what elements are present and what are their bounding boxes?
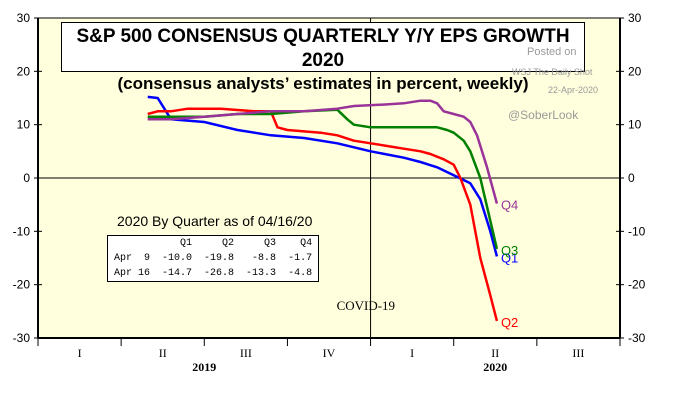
table-cell: -13.3 bbox=[246, 268, 277, 279]
table-cell: -10.0 bbox=[162, 253, 193, 264]
row-label: Apr 9 bbox=[114, 253, 151, 264]
x-quarter-label: I bbox=[78, 346, 82, 360]
table-row: Apr 9 -10.0 -19.8 -8.8 -1.7 bbox=[108, 251, 319, 266]
table-cell: -26.8 bbox=[204, 268, 235, 279]
y-tick-label-left: 10 bbox=[17, 118, 31, 132]
chart-title: S&P 500 CONSENSUS QUARTERLY Y/Y EPS GROW… bbox=[76, 26, 570, 71]
y-tick-label-left: 20 bbox=[17, 64, 31, 78]
x-quarter-label: IV bbox=[323, 346, 336, 360]
table-cell: -1.7 bbox=[288, 253, 313, 264]
table-row: Apr 16 -14.7 -26.8 -13.3 -4.8 bbox=[108, 266, 319, 282]
table-cell: -19.8 bbox=[204, 253, 235, 264]
quarter-table: Q1 Q2 Q3 Q4 Apr 9 -10.0 -19.8 -8.8 -1.7 … bbox=[107, 235, 320, 282]
y-tick-label-left: 0 bbox=[23, 171, 30, 185]
y-tick-label-right: -20 bbox=[628, 278, 646, 292]
watermark-handle: @SoberLook bbox=[508, 108, 579, 122]
series-label-q3: Q3 bbox=[501, 243, 518, 258]
table-cell: -8.8 bbox=[252, 253, 277, 264]
series-label-q4: Q4 bbox=[501, 198, 518, 213]
quarter-table-title: 2020 By Quarter as of 04/16/20 bbox=[117, 213, 313, 229]
series-label-q1: Q1 bbox=[501, 250, 518, 265]
table-cell: -4.8 bbox=[288, 268, 313, 279]
covid-annotation: COVID-19 bbox=[337, 298, 396, 313]
y-tick-label-right: 20 bbox=[628, 64, 642, 78]
chart-title-box: S&P 500 CONSENSUS QUARTERLY Y/Y EPS GROW… bbox=[61, 22, 585, 93]
chart-subtitle: (consensus analysts’ estimates in percen… bbox=[117, 74, 529, 93]
watermark-source: WSJ The Daily Shot bbox=[512, 67, 593, 77]
series-line-q1 bbox=[147, 95, 499, 257]
x-quarter-label: II bbox=[491, 346, 499, 360]
x-year-label: 2019 bbox=[192, 360, 216, 374]
x-quarter-label: III bbox=[572, 346, 584, 360]
y-tick-label-right: 0 bbox=[628, 171, 635, 185]
table-header-q3: Q3 bbox=[264, 238, 277, 249]
x-year-label: 2020 bbox=[483, 360, 507, 374]
table-header-q1: Q1 bbox=[180, 238, 193, 249]
series-line-q2 bbox=[147, 107, 499, 322]
series-line-q4 bbox=[147, 99, 499, 204]
x-quarter-label: II bbox=[159, 346, 167, 360]
labels-group: Q1 Q2 Q3 Q4 COVID-19 bbox=[337, 198, 519, 330]
y-tick-label-right: 10 bbox=[628, 118, 642, 132]
y-tick-label-left: -20 bbox=[13, 278, 31, 292]
table-header-blank bbox=[108, 236, 157, 252]
y-tick-label-left: 30 bbox=[17, 11, 31, 25]
table-header-row: Q1 Q2 Q3 Q4 bbox=[108, 236, 319, 252]
x-quarter-label: III bbox=[240, 346, 252, 360]
series-label-q2: Q2 bbox=[501, 315, 518, 330]
row-label: Apr 16 bbox=[114, 268, 151, 279]
x-quarter-label: I bbox=[410, 346, 414, 360]
series-group bbox=[147, 95, 499, 322]
y-tick-label-right: 30 bbox=[628, 11, 642, 25]
y-tick-label-right: -30 bbox=[628, 331, 646, 345]
y-tick-label-left: -30 bbox=[13, 331, 31, 345]
watermark-date: 22-Apr-2020 bbox=[548, 85, 599, 95]
table-cell: -14.7 bbox=[162, 268, 193, 279]
table-header-q4: Q4 bbox=[300, 238, 313, 249]
y-tick-label-left: -10 bbox=[13, 224, 31, 238]
y-tick-label-right: -10 bbox=[628, 224, 646, 238]
table-header-q2: Q2 bbox=[222, 238, 235, 249]
watermark-posted-on: Posted on bbox=[527, 46, 577, 58]
